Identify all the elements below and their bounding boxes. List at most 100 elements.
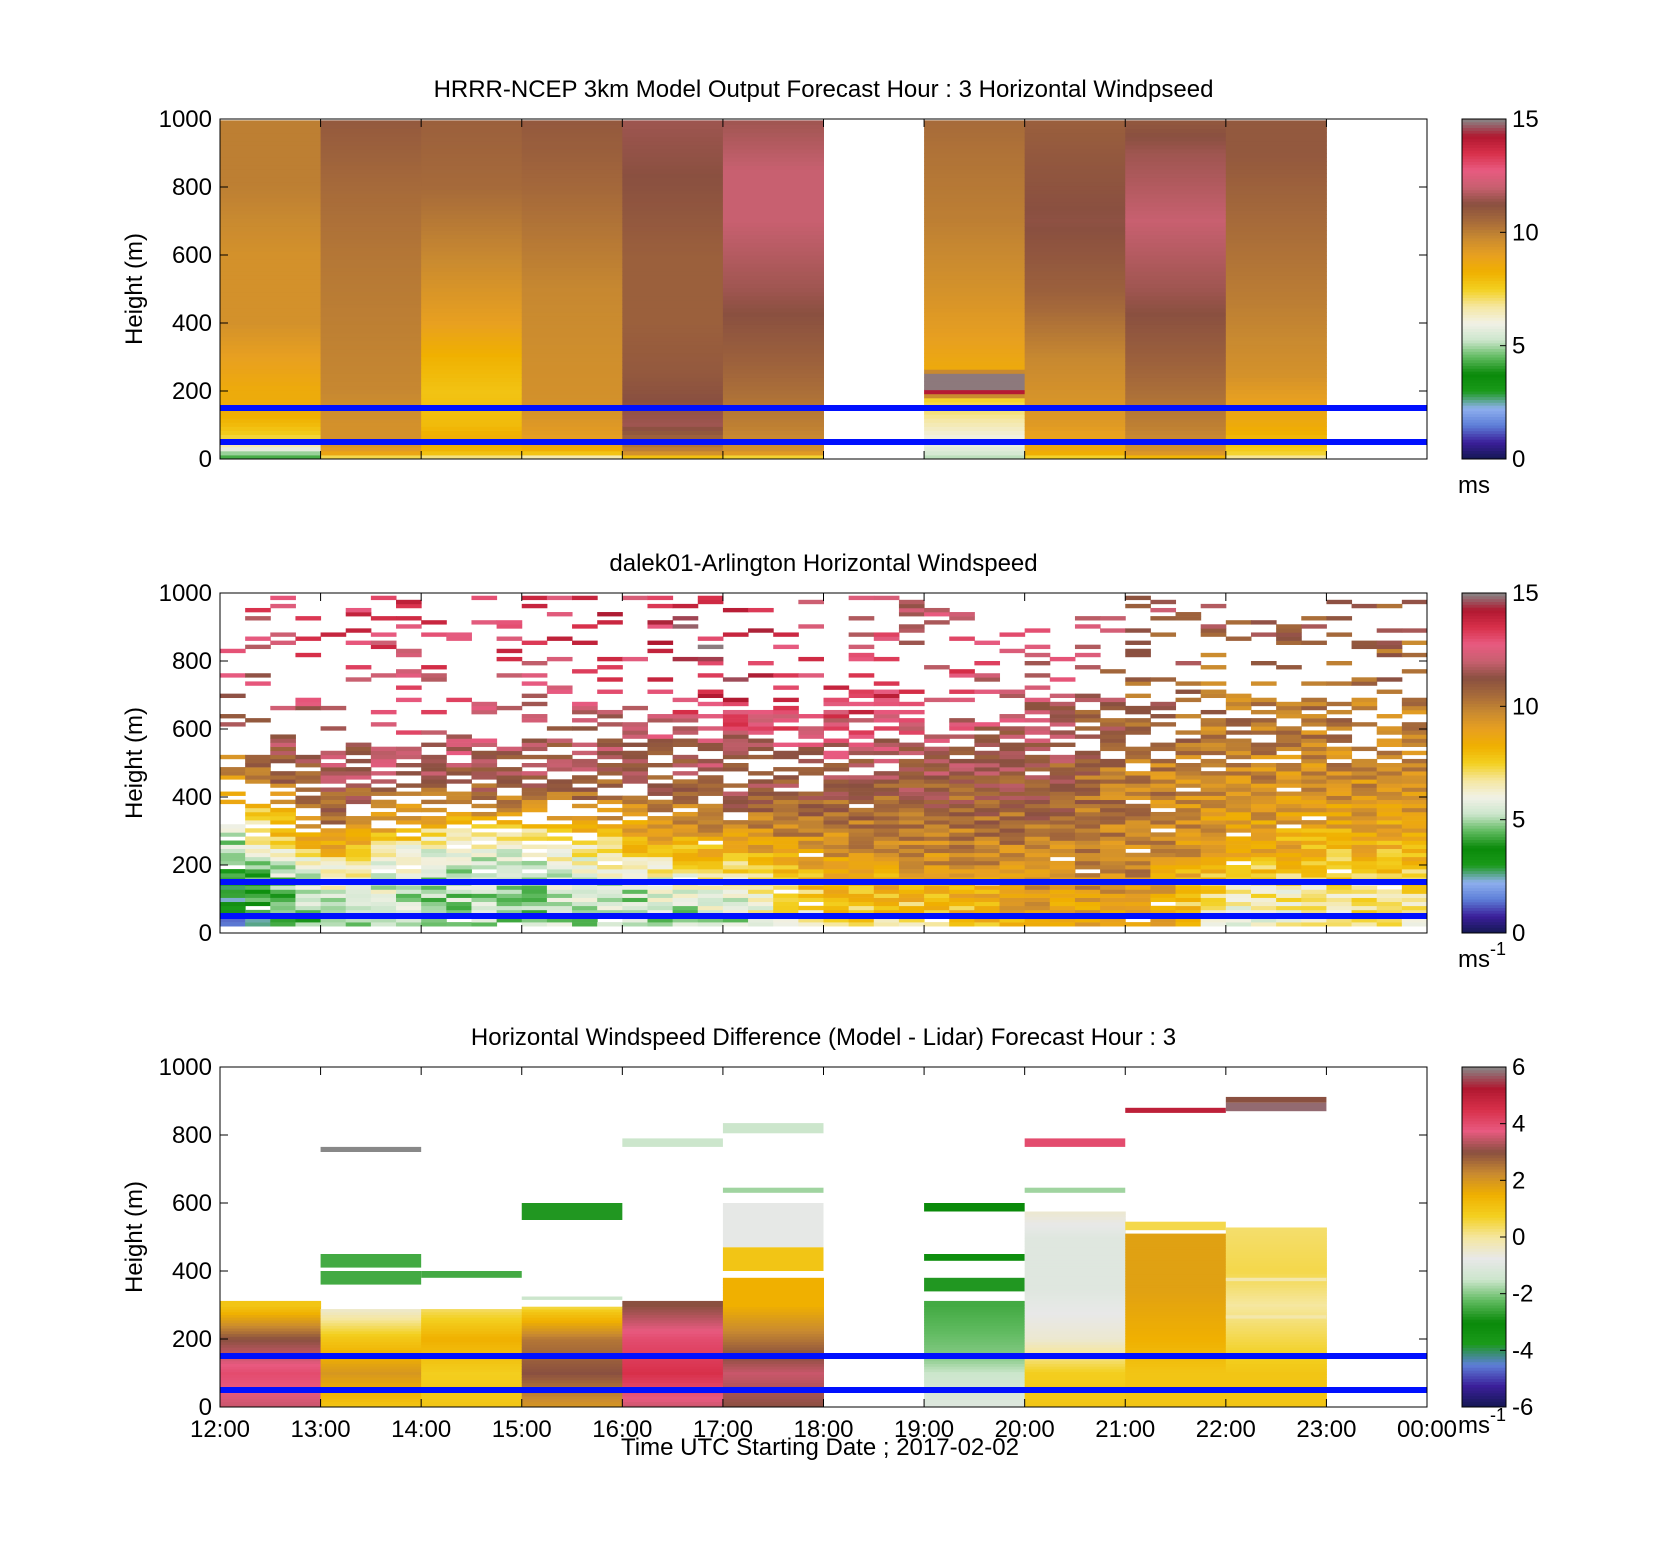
heatmap-cell — [848, 652, 875, 658]
heatmap-cell — [1100, 787, 1126, 792]
heatmap-cell — [496, 848, 523, 854]
heatmap-cell — [1301, 763, 1327, 768]
heatmap-cell — [471, 705, 498, 711]
colorbar-swatch — [1462, 1336, 1506, 1340]
x-tick-label: 18:00 — [793, 1416, 853, 1443]
heatmap-cell — [823, 852, 850, 858]
heatmap-cell — [320, 1358, 422, 1362]
heatmap-cell — [597, 824, 623, 829]
heatmap-cell — [697, 824, 724, 829]
heatmap-cell — [220, 1393, 322, 1397]
heatmap-cell — [823, 767, 850, 772]
heatmap-cell — [220, 1398, 322, 1403]
heatmap-cell — [546, 905, 573, 911]
heatmap-cell — [622, 357, 724, 362]
heatmap-cell — [1100, 885, 1126, 890]
heatmap-cell — [421, 665, 447, 670]
heatmap-cell — [220, 844, 246, 849]
heatmap-cell — [1376, 865, 1403, 870]
colorbar-swatch — [1462, 204, 1506, 208]
heatmap-cell — [722, 1328, 824, 1332]
heatmap-cell — [647, 820, 674, 825]
heatmap-cell — [622, 271, 724, 276]
heatmap-cell — [1250, 860, 1277, 866]
heatmap-cell — [421, 295, 523, 301]
heatmap-cell — [773, 742, 799, 747]
heatmap-cell — [924, 157, 1026, 162]
heatmap-cell — [873, 742, 900, 747]
heatmap-cell — [773, 795, 799, 801]
heatmap-cell — [873, 787, 900, 792]
heatmap-cell — [1200, 889, 1227, 894]
heatmap-cell — [1125, 1235, 1227, 1239]
heatmap-cell — [1024, 295, 1126, 301]
heatmap-cell — [647, 905, 674, 911]
heatmap-cell — [320, 803, 347, 809]
heatmap-cell — [1024, 189, 1126, 195]
heatmap-cell — [1150, 799, 1177, 805]
heatmap-cell — [220, 324, 322, 329]
heatmap-cell — [722, 328, 824, 334]
heatmap-cell — [1225, 324, 1327, 329]
heatmap-cell — [220, 369, 322, 374]
heatmap-cell — [320, 1309, 422, 1313]
heatmap-cell — [672, 865, 699, 870]
heatmap-cell — [823, 791, 850, 796]
heatmap-cell — [622, 410, 724, 415]
colorbar-swatch — [1462, 1370, 1506, 1374]
heatmap-cell — [421, 1393, 523, 1397]
heatmap-cell — [1049, 820, 1076, 825]
heatmap-cell — [1074, 767, 1101, 772]
heatmap-cell — [722, 697, 749, 703]
heatmap-cell — [924, 1366, 1026, 1370]
heatmap-cell — [1024, 1241, 1126, 1245]
heatmap-cell — [572, 803, 598, 809]
heatmap-cell — [1125, 361, 1227, 366]
heatmap-cell — [722, 828, 749, 833]
heatmap-cell — [999, 816, 1026, 821]
heatmap-cell — [748, 791, 774, 796]
heatmap-cell — [898, 742, 925, 747]
heatmap-cell — [446, 860, 472, 866]
heatmap-cell — [471, 885, 498, 890]
heatmap-cell — [421, 169, 523, 174]
heatmap-cell — [320, 889, 347, 894]
heatmap-cell — [1376, 869, 1403, 874]
heatmap-cell — [1401, 758, 1428, 764]
heatmap-cell — [1125, 791, 1151, 796]
heatmap-cell — [521, 905, 548, 911]
heatmap-cell — [1125, 1393, 1227, 1397]
heatmap-cell — [521, 799, 548, 805]
heatmap-cell — [924, 1314, 1026, 1318]
heatmap-cell — [521, 1360, 623, 1364]
heatmap-cell — [1100, 705, 1126, 711]
heatmap-cell — [1024, 430, 1126, 436]
heatmap-cell — [446, 852, 472, 858]
heatmap-cell — [798, 905, 824, 911]
heatmap-cell — [924, 811, 950, 817]
heatmap-cell — [370, 811, 397, 817]
y-tick-label: 1000 — [159, 106, 212, 133]
heatmap-cell — [597, 714, 623, 719]
heatmap-cell — [672, 820, 699, 825]
heatmap-cell — [622, 799, 648, 805]
heatmap-cell — [798, 673, 824, 678]
heatmap-cell — [1074, 624, 1101, 629]
heatmap-cell — [823, 726, 850, 731]
heatmap-cell — [1175, 754, 1202, 760]
heatmap-cell — [1024, 230, 1126, 236]
heatmap-cell — [924, 434, 1026, 440]
heatmap-cell — [421, 185, 523, 191]
heatmap-cell — [1074, 840, 1101, 845]
heatmap-cell — [1125, 157, 1227, 162]
heatmap-cell — [421, 1368, 523, 1373]
heatmap-cell — [572, 905, 598, 911]
colorbar-swatch — [1462, 763, 1506, 767]
heatmap-cell — [1024, 385, 1126, 391]
heatmap-cell — [848, 734, 875, 739]
heatmap-cell — [1225, 181, 1327, 187]
heatmap-cell — [1024, 1358, 1126, 1362]
heatmap-cell — [1150, 803, 1177, 809]
heatmap-cell — [421, 454, 523, 460]
heatmap-cell — [1351, 856, 1378, 862]
